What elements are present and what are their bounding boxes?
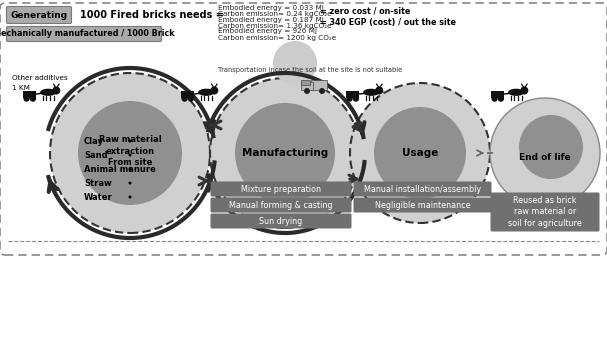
Circle shape [129,167,132,171]
Text: Clay: Clay [84,136,104,145]
Text: Transportation incase the soil at the site is not suitable: Transportation incase the soil at the si… [218,67,402,73]
Circle shape [129,153,132,157]
FancyBboxPatch shape [211,198,351,213]
Ellipse shape [198,89,214,96]
FancyBboxPatch shape [211,182,351,197]
Text: Carbon emission= 1.36 kgCO₂e: Carbon emission= 1.36 kgCO₂e [218,23,331,29]
Circle shape [347,95,353,102]
Bar [311,80,327,90]
Circle shape [52,86,60,95]
Circle shape [520,86,528,95]
Circle shape [375,86,384,95]
Circle shape [235,103,335,203]
Circle shape [129,196,132,198]
Circle shape [350,83,490,223]
Circle shape [50,73,210,233]
Circle shape [210,78,360,228]
Bar [491,92,504,98]
FancyBboxPatch shape [490,192,600,231]
Ellipse shape [40,89,56,96]
FancyBboxPatch shape [211,214,351,229]
Text: Reused as brick
raw material or
soil for agriculture: Reused as brick raw material or soil for… [508,196,582,228]
Circle shape [353,95,359,102]
Bar [181,92,194,98]
Text: Sand: Sand [84,150,107,159]
FancyBboxPatch shape [0,3,607,255]
Text: Embodied energy = 0.033 MJ: Embodied energy = 0.033 MJ [218,5,324,11]
Circle shape [498,95,504,102]
Circle shape [78,101,182,205]
Circle shape [188,95,194,102]
Text: 1 KM: 1 KM [12,85,30,91]
Bar [301,80,310,85]
Text: Negligible maintenance: Negligible maintenance [375,200,470,209]
Text: Other additives: Other additives [12,75,68,81]
Text: = zero cost / on-site: = zero cost / on-site [320,7,410,16]
Text: Carbon emission= 0.24 kgCO₂e: Carbon emission= 0.24 kgCO₂e [218,11,331,17]
Circle shape [519,115,583,179]
Text: Carbon emission= 1200 kg CO₂e: Carbon emission= 1200 kg CO₂e [218,35,336,41]
Circle shape [181,95,188,102]
Text: Animal manure: Animal manure [84,165,156,174]
Text: Raw material
extraction
From site: Raw material extraction From site [98,135,161,167]
Text: End of life: End of life [519,153,571,163]
Circle shape [30,95,36,102]
Bar [301,82,313,90]
Circle shape [129,182,132,184]
Text: Manual forming & casting: Manual forming & casting [229,200,333,209]
Ellipse shape [363,89,379,96]
Text: Manufacturing: Manufacturing [242,148,328,158]
Circle shape [210,86,219,95]
Circle shape [129,140,132,142]
Text: Water: Water [84,192,113,201]
Text: Embodied energy = 0.187 MJ: Embodied energy = 0.187 MJ [218,17,324,23]
Bar [346,92,359,98]
Circle shape [24,95,30,102]
Circle shape [304,88,310,94]
Text: Usage: Usage [402,148,438,158]
Text: = 340 EGP (cost) / out the site: = 340 EGP (cost) / out the site [320,18,456,27]
Text: Manual installation/assembly: Manual installation/assembly [364,184,481,193]
Text: Mixture preparation: Mixture preparation [241,184,321,193]
FancyBboxPatch shape [353,198,492,213]
Text: Mechanically manufactured / 1000 Brick: Mechanically manufactured / 1000 Brick [0,30,175,39]
FancyBboxPatch shape [7,7,72,24]
Text: Straw: Straw [84,179,112,188]
Text: Generating: Generating [10,10,67,19]
Circle shape [492,95,498,102]
Circle shape [273,41,317,85]
FancyBboxPatch shape [7,26,161,41]
Ellipse shape [508,89,524,96]
Text: Sun drying: Sun drying [259,216,303,226]
FancyBboxPatch shape [353,182,492,197]
Circle shape [490,98,600,208]
Text: 1000 Fired bricks needs =: 1000 Fired bricks needs = [80,10,224,20]
Circle shape [374,107,466,199]
Bar [23,92,36,98]
Text: Embodied energy = 926 MJ: Embodied energy = 926 MJ [218,28,317,34]
Circle shape [319,88,325,94]
